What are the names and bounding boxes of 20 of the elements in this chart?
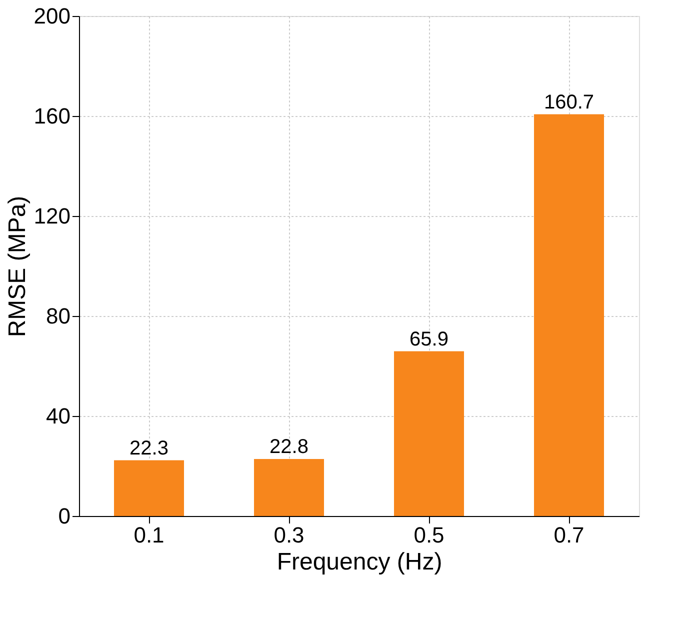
x-tick-label: 0.3	[274, 522, 304, 548]
data-label: 22.8	[270, 436, 308, 458]
data-label: 160.7	[544, 91, 594, 114]
x-tick-label: 0.7	[554, 522, 584, 548]
y-tick-label: 120	[34, 204, 70, 228]
y-tick-label: 160	[34, 104, 70, 128]
y-tick-label: 200	[34, 4, 70, 28]
y-tick-label: 80	[46, 304, 70, 328]
bar	[254, 459, 324, 516]
y-axis-title: RMSE (MPa)	[4, 196, 31, 338]
data-label: 22.3	[130, 437, 168, 460]
x-axis-title: Frequency (Hz)	[276, 548, 442, 576]
data-label: 65.9	[410, 328, 448, 350]
y-tick-label: 40	[46, 404, 70, 428]
y-tick-label: 0	[58, 504, 70, 528]
x-tick-label: 0.5	[414, 522, 444, 548]
x-tick-label: 0.1	[134, 522, 164, 548]
bar	[394, 351, 464, 516]
bar	[114, 460, 184, 516]
bar	[534, 114, 604, 516]
